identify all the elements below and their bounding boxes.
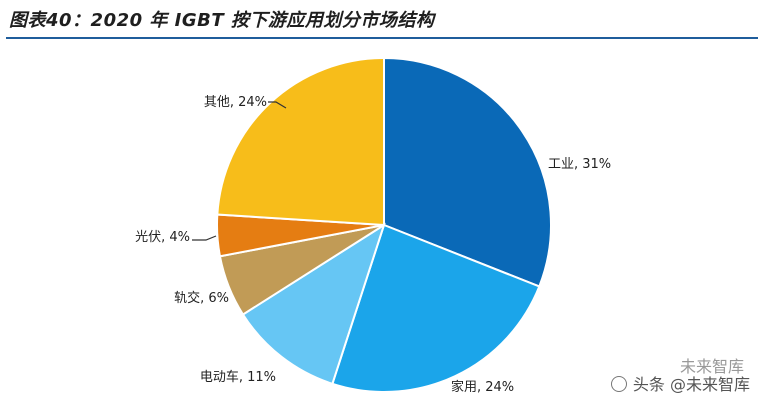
leader-line-4: [192, 235, 217, 241]
pie-slice-2: [241, 222, 386, 386]
title-divider: [6, 37, 758, 39]
pie-slice-1: [331, 223, 541, 394]
watermark-logo-icon: [610, 376, 627, 392]
pie-slice-0: [383, 56, 552, 288]
watermark-text: 头条 @未来智库: [632, 375, 750, 394]
slice-label-1: 家用, 24%: [451, 379, 514, 395]
watermark-brand: 未来智库: [679, 357, 744, 376]
pie-slice-5: [216, 56, 385, 227]
slice-label-0: 工业, 31%: [548, 157, 611, 172]
slice-label-3: 轨交, 6%: [174, 290, 229, 306]
slice-label-5: 其他, 24%: [204, 95, 267, 110]
leader-line-5: [268, 101, 287, 109]
watermark: 未来智库 头条 @未来智库: [610, 357, 750, 395]
slice-label-2: 电动车, 11%: [200, 369, 276, 385]
slice-label-4: 光伏, 4%: [135, 230, 190, 245]
chart-title: 图表40：2020 年 IGBT 按下游应用划分市场结构: [9, 10, 435, 31]
